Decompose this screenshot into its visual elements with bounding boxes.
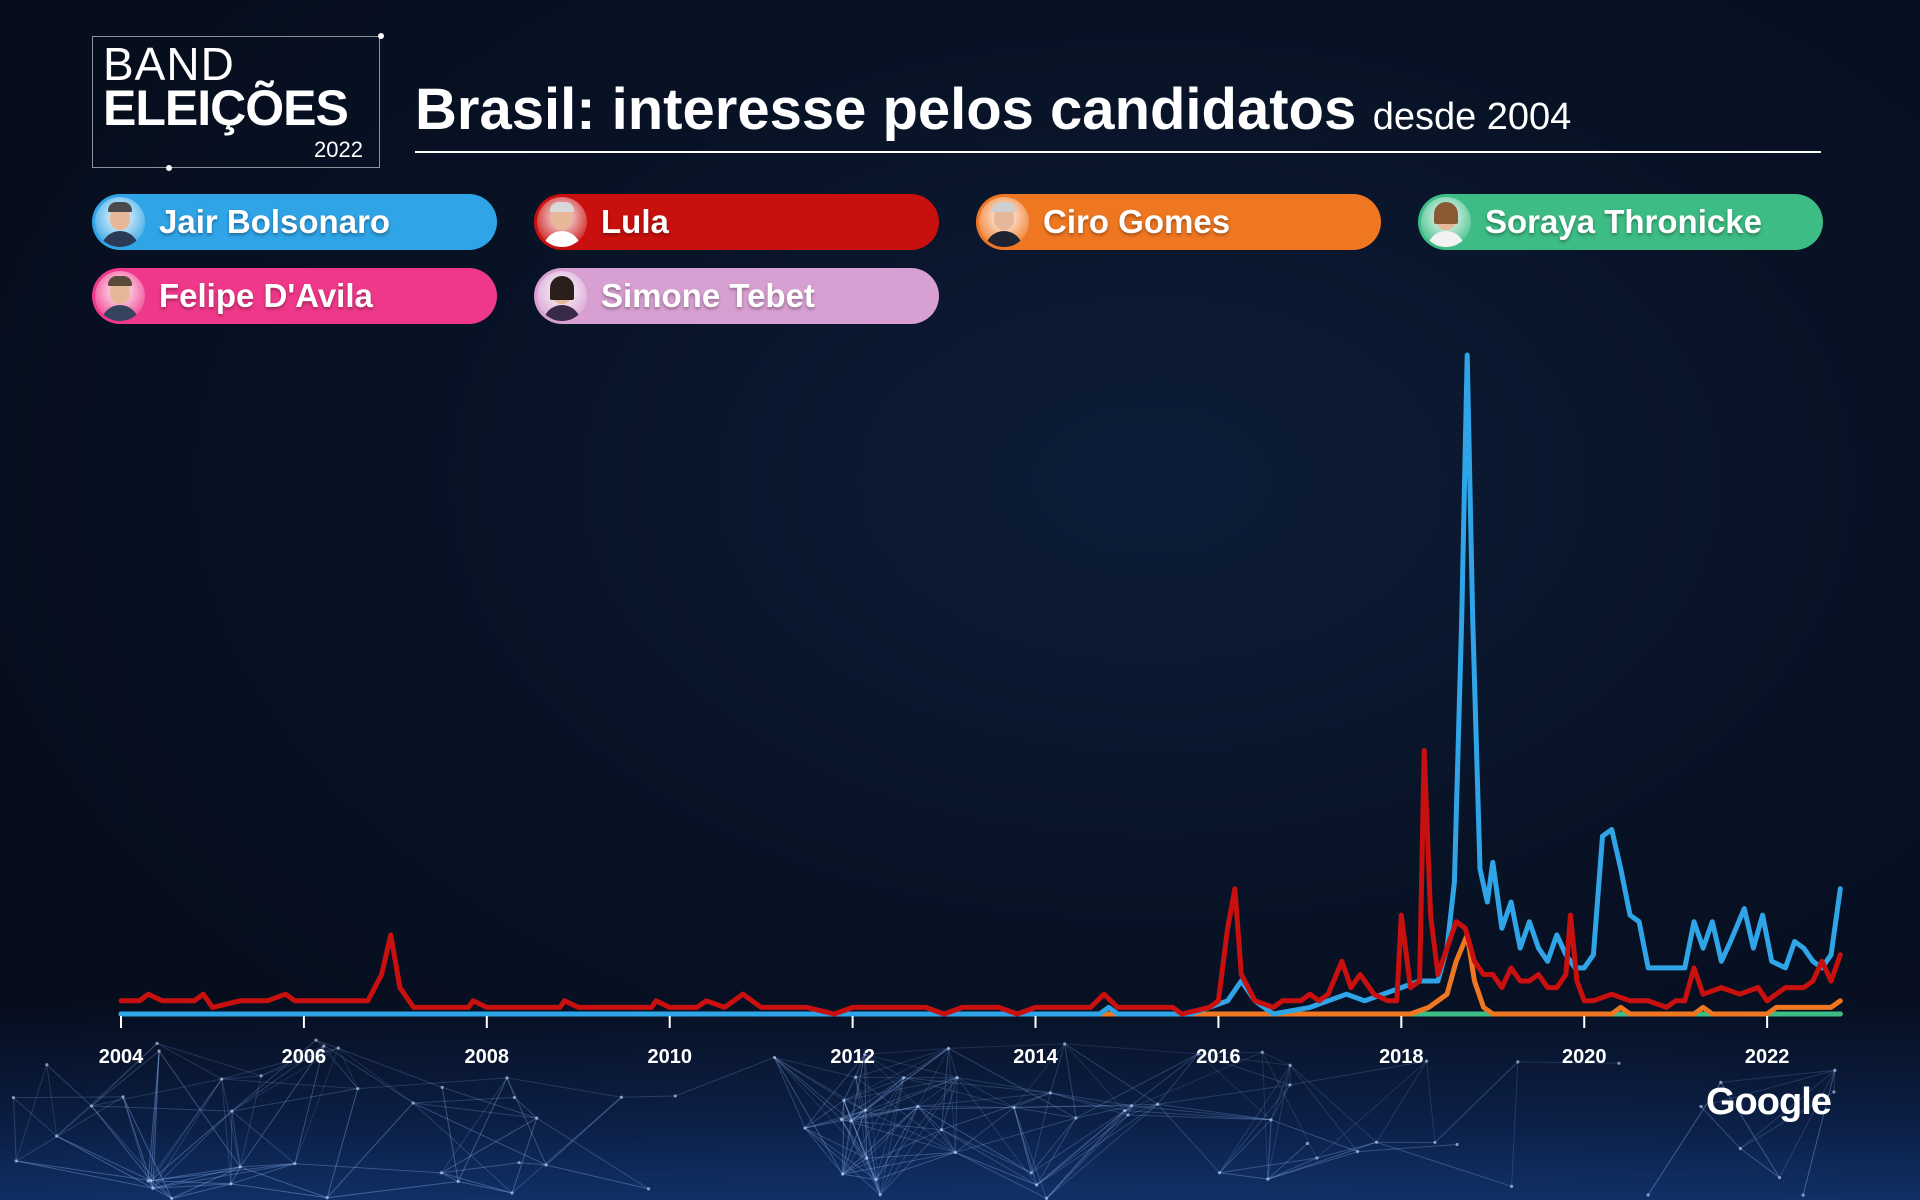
logo-corner-dot — [166, 165, 172, 171]
background-glow — [0, 1000, 1920, 1200]
legend-item-jair-bolsonaro: Jair Bolsonaro — [92, 194, 497, 250]
band-eleicoes-logo: BAND ELEIÇÕES 2022 — [92, 33, 384, 171]
x-tick-label: 2018 — [1379, 1046, 1424, 1068]
felipe-davila-portrait-icon — [95, 271, 145, 321]
chart-title-group: Brasil: interesse pelos candidatos desde… — [415, 76, 1571, 143]
simone-tebet-portrait-icon — [537, 271, 587, 321]
series-line-lula — [118, 747, 1843, 1017]
x-tick-label: 2006 — [282, 1046, 327, 1068]
legend-label: Soraya Thronicke — [1485, 203, 1762, 240]
x-tick-label: 2022 — [1745, 1046, 1790, 1068]
legend-label: Ciro Gomes — [1043, 203, 1231, 240]
soraya-thronicke-portrait-icon — [1421, 197, 1471, 247]
logo-year-text: 2022 — [314, 137, 363, 162]
legend-label: Lula — [601, 203, 669, 240]
x-tick-label: 2014 — [1013, 1046, 1058, 1068]
legend-item-ciro-gomes: Ciro Gomes — [976, 194, 1381, 250]
logo-corner-dot — [378, 33, 384, 39]
x-tick-label: 2008 — [465, 1046, 510, 1068]
x-tick-label: 2020 — [1562, 1046, 1607, 1068]
x-tick-label: 2012 — [830, 1046, 875, 1068]
legend-label: Felipe D'Avila — [159, 277, 373, 314]
legend-item-lula: Lula — [534, 194, 939, 250]
series-line-ciro-gomes — [118, 932, 1843, 1017]
x-tick-label: 2010 — [647, 1046, 692, 1068]
legend-label: Simone Tebet — [601, 277, 815, 314]
google-logo: Google — [1706, 1081, 1832, 1123]
x-tick-label: 2004 — [99, 1046, 144, 1068]
lula-portrait-icon — [537, 197, 587, 247]
ciro-gomes-portrait-icon — [979, 197, 1029, 247]
legend-item-soraya-thronicke: Soraya Thronicke — [1418, 194, 1823, 250]
network-mesh-decoration — [11, 1038, 1837, 1200]
chart-title: Brasil: interesse pelos candidatos — [415, 77, 1357, 142]
chart-subtitle: desde 2004 — [1372, 96, 1572, 138]
x-tick-label: 2016 — [1196, 1046, 1241, 1068]
legend-item-simone-tebet: Simone Tebet — [534, 268, 939, 324]
logo-eleicoes-text: ELEIÇÕES — [103, 80, 349, 136]
x-axis-ticks: 2004 2006 2008 2010 2012 2014 2016 2018 2020 2022 — [99, 1016, 1790, 1068]
title-underline — [415, 151, 1821, 153]
legend-item-felipe-davila: Felipe D'Avila — [92, 268, 497, 324]
logo-band-text: BAND — [103, 38, 235, 90]
legend-label: Jair Bolsonaro — [159, 203, 391, 240]
series-line-jair-bolsonaro — [118, 352, 1843, 1017]
series-layer — [118, 352, 1843, 1017]
bolsonaro-portrait-icon — [95, 197, 145, 247]
